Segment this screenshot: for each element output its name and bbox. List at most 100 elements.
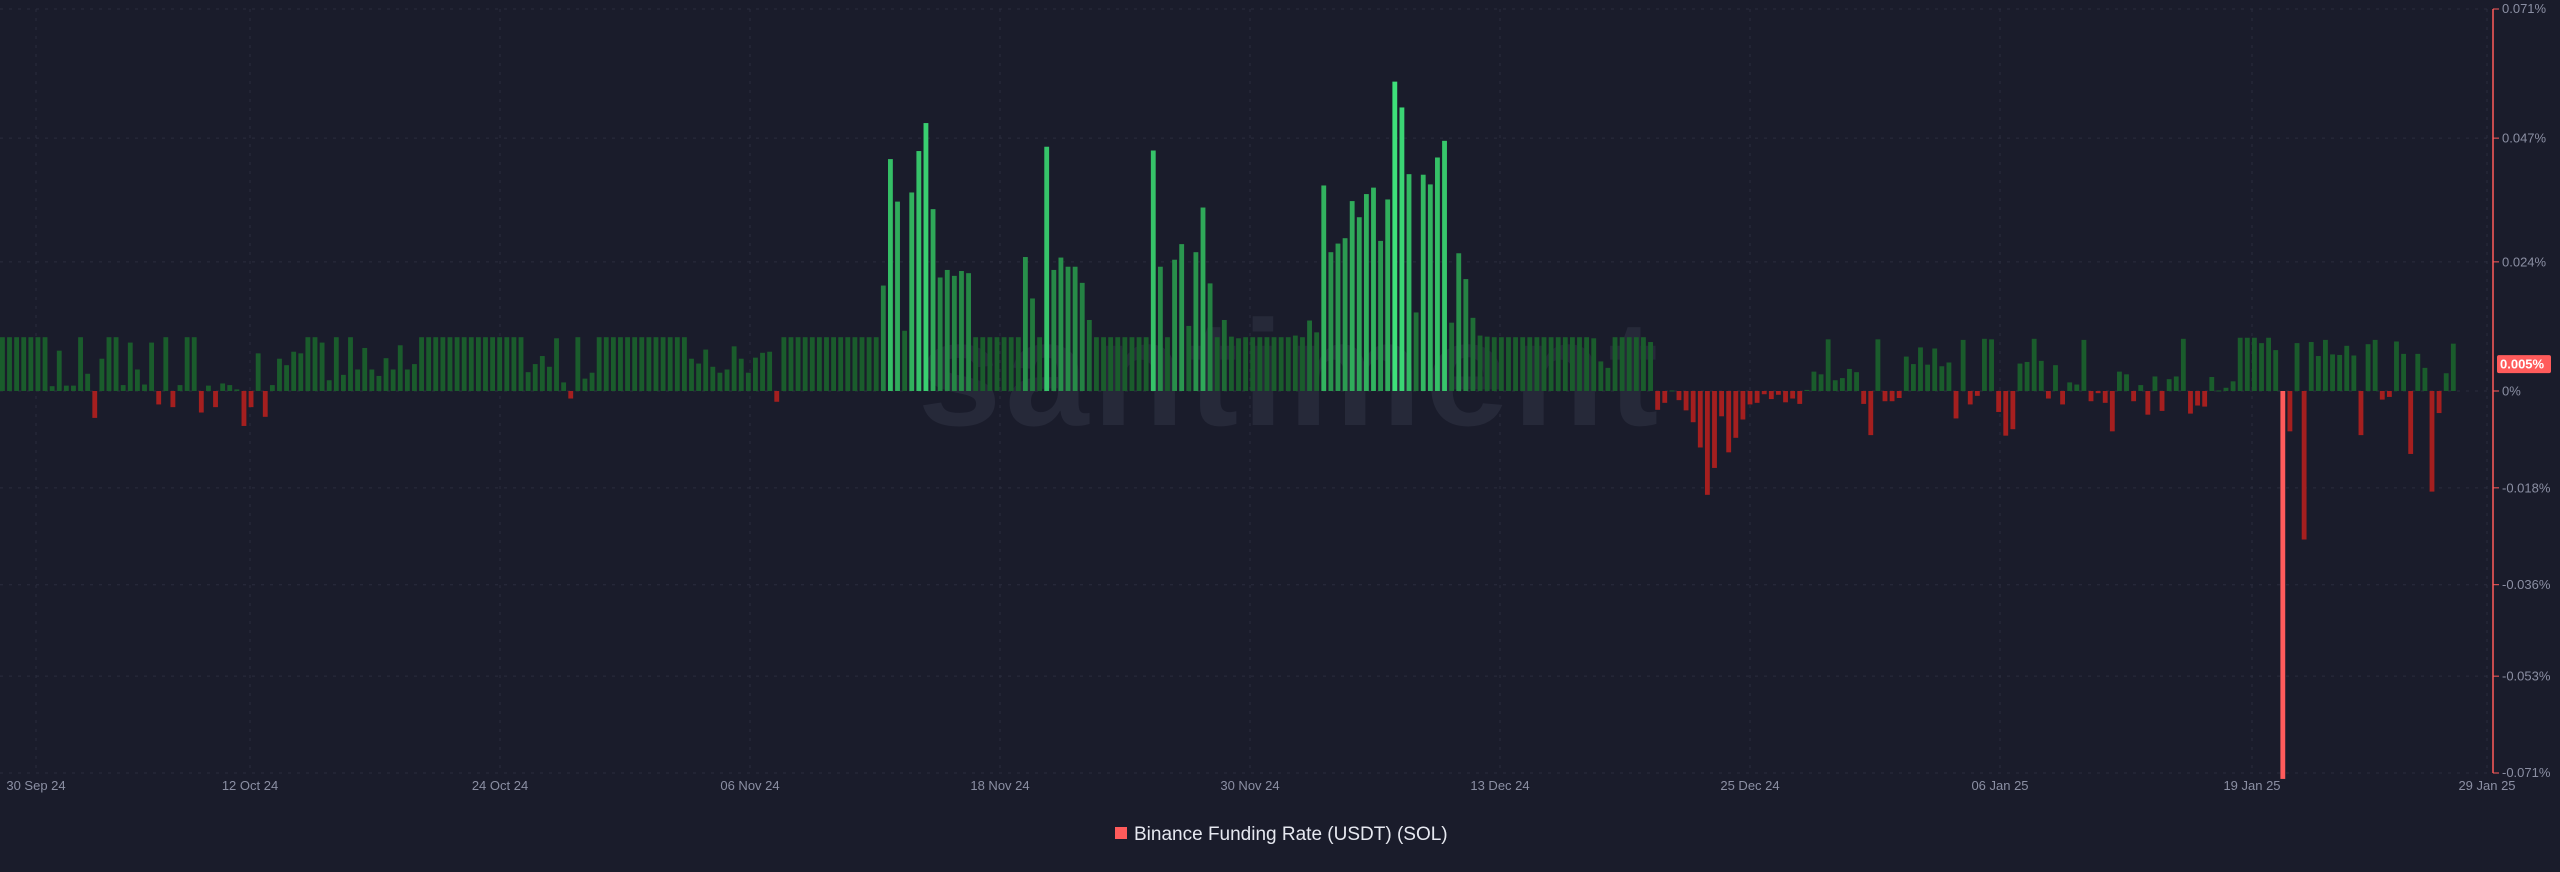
bar bbox=[2244, 337, 2250, 391]
bar bbox=[1683, 391, 1689, 411]
y-axis-ticks: 0.071% 0.047% 0.024% 0.005% 0% -0.018% -0.036%… bbox=[2493, 1, 2551, 780]
bar bbox=[1569, 337, 1575, 391]
bar bbox=[1214, 337, 1220, 391]
bar bbox=[1534, 337, 1540, 391]
bar bbox=[241, 391, 247, 426]
bar bbox=[2415, 353, 2421, 391]
bar bbox=[561, 382, 567, 391]
bar bbox=[1761, 391, 1767, 395]
bar bbox=[525, 372, 531, 391]
bar bbox=[2166, 379, 2172, 391]
bar bbox=[2109, 391, 2115, 432]
bar bbox=[760, 352, 765, 391]
bar bbox=[2251, 337, 2257, 391]
bar bbox=[646, 337, 652, 391]
x-tick-label: 12 Oct 24 bbox=[222, 778, 278, 793]
bar bbox=[1406, 174, 1412, 391]
bar bbox=[1015, 337, 1021, 391]
bar bbox=[1584, 337, 1590, 391]
x-tick-label: 06 Jan 25 bbox=[1971, 778, 2028, 793]
bar bbox=[1754, 391, 1760, 403]
bar bbox=[966, 273, 971, 391]
bar bbox=[1257, 337, 1263, 391]
bar bbox=[42, 337, 48, 391]
bar bbox=[305, 337, 311, 391]
bar bbox=[2145, 391, 2151, 415]
bar bbox=[21, 337, 27, 391]
bar bbox=[326, 380, 332, 391]
bar bbox=[191, 337, 197, 391]
bar bbox=[2031, 338, 2037, 391]
bar bbox=[1577, 337, 1582, 391]
bar bbox=[547, 366, 552, 391]
bar bbox=[866, 337, 872, 391]
bar bbox=[1491, 337, 1497, 391]
bar bbox=[2131, 391, 2137, 402]
bar bbox=[63, 385, 69, 391]
bar bbox=[134, 369, 140, 391]
bar bbox=[2358, 391, 2364, 436]
bar bbox=[539, 356, 545, 391]
bar bbox=[1193, 252, 1199, 391]
bar bbox=[504, 337, 510, 391]
bar bbox=[1591, 338, 1597, 391]
bar bbox=[113, 337, 119, 391]
bar bbox=[937, 277, 943, 391]
bar bbox=[1612, 337, 1618, 391]
bar bbox=[2188, 391, 2193, 414]
bar bbox=[1790, 391, 1796, 399]
legend[interactable]: Binance Funding Rate (USDT) (SOL) bbox=[1115, 824, 1448, 845]
bar bbox=[2010, 391, 2016, 430]
bar bbox=[1847, 368, 1852, 391]
bar bbox=[483, 337, 488, 391]
bar bbox=[92, 391, 98, 418]
bar bbox=[2124, 374, 2129, 391]
bar bbox=[1662, 391, 1668, 403]
bar bbox=[1498, 337, 1504, 391]
bar bbox=[198, 391, 204, 413]
bar bbox=[888, 159, 893, 391]
bar bbox=[781, 337, 787, 391]
bar bbox=[1307, 320, 1312, 391]
bar bbox=[49, 386, 55, 391]
bar bbox=[2450, 343, 2456, 391]
bar bbox=[1484, 336, 1490, 391]
bar bbox=[824, 337, 829, 391]
y-tick-label: 0.047% bbox=[2502, 131, 2547, 146]
bar bbox=[1051, 269, 1057, 391]
bar bbox=[2095, 391, 2101, 394]
bar bbox=[994, 337, 1000, 391]
x-tick-label: 25 Dec 24 bbox=[1720, 778, 1779, 793]
bar bbox=[1129, 337, 1135, 391]
bar bbox=[2365, 344, 2371, 391]
bar bbox=[1427, 184, 1433, 391]
bar bbox=[753, 357, 758, 391]
bar bbox=[639, 337, 645, 391]
bar bbox=[1605, 367, 1611, 391]
bar bbox=[220, 383, 226, 391]
bar bbox=[2344, 345, 2350, 391]
bar bbox=[78, 337, 83, 391]
bar bbox=[1022, 257, 1028, 391]
bar bbox=[852, 337, 858, 391]
bar bbox=[1278, 337, 1284, 391]
bar bbox=[2408, 391, 2414, 454]
bar bbox=[1776, 391, 1781, 395]
bar bbox=[1065, 266, 1071, 391]
bar bbox=[1690, 391, 1696, 423]
bar bbox=[1058, 257, 1064, 391]
bar bbox=[2401, 353, 2406, 391]
bar bbox=[1520, 337, 1526, 391]
bar bbox=[930, 209, 936, 391]
bar bbox=[1506, 337, 1511, 391]
bar bbox=[1868, 391, 1874, 436]
bar bbox=[1861, 391, 1867, 404]
bar bbox=[2287, 391, 2293, 432]
bar bbox=[1832, 380, 1838, 391]
bar bbox=[653, 337, 659, 391]
bar bbox=[497, 337, 503, 391]
bar bbox=[831, 337, 836, 391]
bar bbox=[1676, 391, 1682, 401]
bar bbox=[248, 391, 254, 408]
